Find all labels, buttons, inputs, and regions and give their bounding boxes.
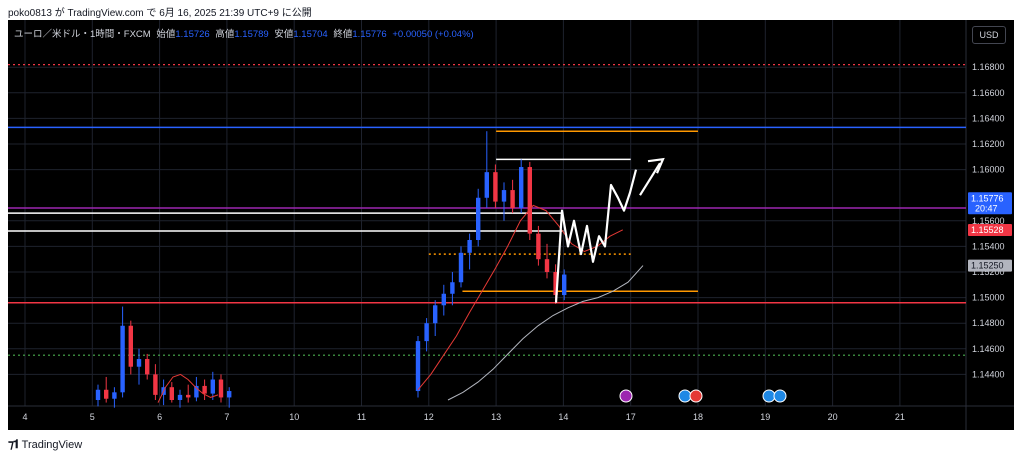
price-chart-svg[interactable]: 1.16800 1.16600 1.16400 1.16200 1.16000 1.156… [8,20,1014,430]
candle-body [95,389,101,400]
x-tick-label: 6 [157,412,162,422]
y-tick-label: 1.16800 [972,62,1005,72]
x-tick-label: 11 [357,412,366,422]
x-tick-label: 17 [626,412,636,422]
tv-logo-icon: ⁊𝟏 [8,437,20,451]
candle-body [450,282,455,294]
candle-body [441,293,446,306]
candle-body [202,385,207,394]
logo-text: TradingView [21,438,83,451]
event-flag-icon [689,389,703,403]
candle-body [145,359,150,375]
candle-body [467,240,472,253]
x-tick-label: 7 [224,412,229,422]
open-value: 1.15726 [175,29,210,40]
candle-body [177,394,183,400]
close-label: 終値 [333,29,353,40]
y-tick-label: 1.15000 [972,293,1005,303]
candle-body [484,172,489,198]
price-badge-time: 20:47 [975,203,998,213]
x-tick-label: 14 [558,412,568,422]
candle-body [553,272,558,296]
event-flag-icon [619,389,633,403]
open-label: 始値 [156,29,176,40]
x-tick-label: 19 [760,412,770,422]
price-badge [968,224,1012,237]
event-flag-icon [773,389,787,403]
high-value: 1.15789 [234,29,269,40]
x-tick-label: 20 [828,412,838,422]
currency-button[interactable]: USD [972,26,1006,44]
candle-body [536,233,541,260]
price-badge [968,259,1012,272]
y-tick-label: 1.16400 [972,113,1005,123]
publish-caption: poko0813 が TradingView.com で 6月 16, 2025… [8,8,312,19]
price-badge-label: 1.15776 [971,193,1004,203]
candle-body [493,172,498,202]
moving-average-red [417,204,624,391]
y-tick-label: 1.15400 [972,241,1005,251]
y-tick-label: 1.14400 [972,369,1005,379]
y-tick-label: 1.16200 [972,139,1005,149]
x-tick-label: 10 [289,412,299,422]
candle-body [544,259,550,272]
candle-body [527,167,532,234]
y-tick-label: 1.16000 [972,165,1005,175]
y-tick-label: 1.15200 [972,267,1005,277]
chart-panel[interactable]: ユーロ／米ドル・1時間・FXCM 始値1.15726 高値1.15789 安値1… [8,20,1014,430]
candle-body [210,379,215,394]
candle-body [120,325,125,393]
candle-body [476,197,481,240]
projection-arrow-head [647,157,665,174]
candle-body [424,323,429,342]
x-tick-label: 18 [693,412,703,422]
candle-body [128,325,133,367]
candle-body [136,359,142,367]
close-value: 1.15776 [352,29,387,40]
candle-body [510,190,515,208]
event-flag-icon [678,389,692,403]
candle-body [186,394,191,398]
candle-body [519,167,524,208]
change-value: +0.00050 (+0.04%) [392,29,474,40]
candle-body [153,374,158,395]
low-label: 安値 [274,29,294,40]
moving-average-gray [447,265,644,401]
candle-body [433,305,438,324]
candle-body [218,379,224,398]
x-tick-label: 21 [895,412,905,422]
price-badge-label: 1.15528 [971,225,1004,235]
x-tick-label: 4 [22,412,27,422]
x-tick-label: 13 [491,412,501,422]
event-flag-icon [762,389,776,403]
candle-body [501,190,507,202]
high-label: 高値 [215,29,235,40]
candle-body [227,391,232,398]
x-tick-label: 5 [90,412,95,422]
candle-body [194,385,199,398]
candle-body [112,392,117,399]
candle-body [104,389,109,399]
candle-body [458,252,464,283]
projection-arrow-shaft [639,162,661,196]
projection-zigzag [554,169,638,303]
y-tick-label: 1.15600 [972,216,1005,226]
candle-body [415,341,421,392]
price-badge-label: 1.15250 [971,261,1004,271]
x-tick-label: 12 [424,412,434,422]
y-tick-label: 1.14600 [972,344,1005,354]
low-value: 1.15704 [293,29,328,40]
symbol-info: ユーロ／米ドル・1時間・FXCM 始値1.15726 高値1.15789 安値1… [14,26,474,40]
candle-body [169,387,174,400]
y-tick-label: 1.14800 [972,318,1005,328]
y-tick-label: 1.16600 [972,88,1005,98]
symbol-name: ユーロ／米ドル・1時間・FXCM [14,29,151,40]
moving-average-red-left [157,373,219,403]
price-badge [968,192,1012,215]
tradingview-logo: ⁊𝟏 TradingView [8,437,82,452]
candle-body [562,274,567,296]
